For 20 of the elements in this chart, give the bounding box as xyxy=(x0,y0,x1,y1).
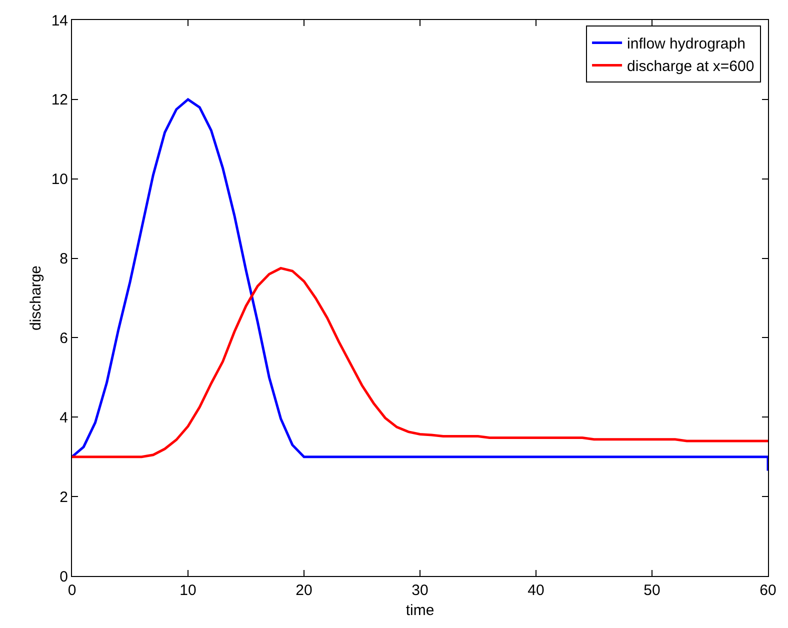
x-tick-label: 30 xyxy=(412,582,428,599)
y-tick-label: 14 xyxy=(51,12,68,30)
line-series xyxy=(72,266,768,458)
y-tick-label: 2 xyxy=(60,488,68,506)
x-tick-label: 40 xyxy=(528,582,544,599)
x-tick-label: 10 xyxy=(180,582,196,599)
y-tick-label: 10 xyxy=(51,171,68,188)
legend-label: inflow hydrograph xyxy=(627,36,746,53)
x-tick-label: 20 xyxy=(296,582,312,599)
x-axis-title: time xyxy=(406,602,434,619)
y-tick-label: 0 xyxy=(60,568,68,586)
line-series xyxy=(72,98,768,472)
legend-label: discharge at x=600 xyxy=(627,58,754,76)
y-tick-label: 8 xyxy=(60,250,68,268)
y-axis-title: discharge xyxy=(28,265,45,331)
y-tick-label: 6 xyxy=(60,330,68,347)
y-tick-label: 12 xyxy=(51,92,68,109)
x-tick-label: 50 xyxy=(644,582,660,599)
x-tick-label: 60 xyxy=(760,582,776,599)
y-tick-label: 4 xyxy=(60,409,68,426)
